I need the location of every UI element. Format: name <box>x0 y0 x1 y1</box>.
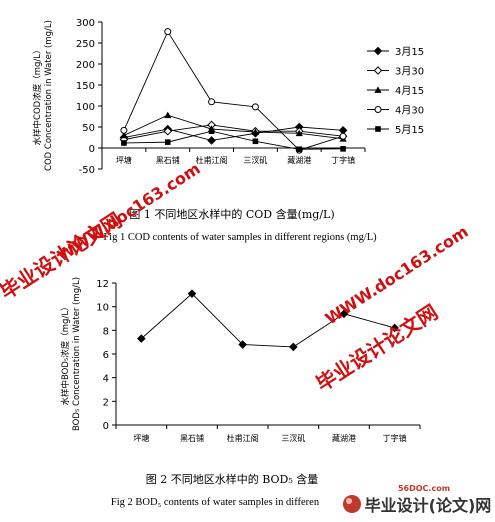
legend-marker <box>374 106 382 113</box>
x-tick-label: 杜甫江阁 <box>196 155 228 165</box>
data-point <box>208 128 215 134</box>
y-tick-label: 8 <box>103 326 109 337</box>
x-tick-label: 三汊矶 <box>281 434 305 443</box>
y-tick-label: 6 <box>103 350 109 361</box>
x-tick-label: 丁字镇 <box>331 155 355 165</box>
data-point <box>120 126 128 134</box>
y-tick-label: 50 <box>82 123 95 134</box>
data-point <box>252 138 259 145</box>
series-line <box>123 124 344 141</box>
legend-label: 3月30 <box>395 66 424 78</box>
x-tick-label: 黑石铺 <box>156 155 180 165</box>
legend-label: 4月30 <box>395 105 424 117</box>
data-point <box>251 103 259 111</box>
data-point <box>120 131 128 139</box>
legend-marker <box>373 46 383 56</box>
data-point <box>137 334 146 343</box>
y-tick-label: 300 <box>76 18 95 29</box>
y-tick-label: 0 <box>89 144 95 155</box>
legend-marker <box>375 126 381 132</box>
series-line <box>123 126 344 141</box>
x-tick-label: 坪塘 <box>116 155 132 165</box>
data-point <box>163 126 173 136</box>
site-logo-url: 56DOC.com <box>398 484 450 493</box>
bod-chart: 0 2 4 6 8 10 12 坪塘 黑石铺 杜甫江阁 三汊矶 藏湖港 丁字镇 水样中BOD₅浓度（mg/… <box>60 277 421 443</box>
series-line <box>123 30 344 151</box>
data-point <box>208 98 216 106</box>
cod-caption-cn: 图 1 不同地区水样中的 COD 含量(mg/L) <box>129 207 334 221</box>
legend-label: 5月15 <box>395 124 424 136</box>
x-tick-label: 黑石铺 <box>180 433 204 443</box>
y-tick-label: 200 <box>76 60 95 71</box>
y-tick-label: 12 <box>96 279 109 290</box>
data-point <box>339 132 347 140</box>
cod-caption-en: Fig 1 COD contents of water samples in d… <box>103 232 377 243</box>
legend-marker <box>373 66 383 75</box>
site-logo: 56DOC.com 毕业设计(论文)网 <box>343 484 491 515</box>
data-point <box>289 342 298 352</box>
y-tick-label: 250 <box>76 39 95 50</box>
series-line <box>141 293 395 348</box>
y-axis-label-line: COD Concentration in Water (mg/L) <box>44 20 54 171</box>
data-point <box>251 128 260 135</box>
data-point <box>207 136 216 145</box>
legend-label: 3月15 <box>395 46 424 58</box>
data-point <box>340 146 346 152</box>
y-axis-label-line: BOD₅ Concentration in Water (mg/L) <box>72 277 82 431</box>
legend-label: 4月15 <box>395 85 424 97</box>
data-point <box>238 340 247 349</box>
x-tick-label: 三汊矶 <box>243 156 267 165</box>
y-tick-label: 2 <box>103 397 109 408</box>
cod-chart: -50 0 50 100 150 200 250 300 坪塘 黑石铺 杜甫江阁 三汊矶 藏湖港 丁字镇 水… <box>32 18 424 176</box>
bod-caption-cn: 图 2 不同地区水样中的 BOD₅ 含量 <box>146 472 319 486</box>
y-tick-label: 10 <box>96 303 109 314</box>
data-point <box>295 129 303 137</box>
y-axis-label-line: 水样中COD浓度（mg/L） <box>32 46 43 146</box>
data-point <box>164 139 171 145</box>
data-point <box>187 289 197 298</box>
x-tick-label: 丁字镇 <box>383 433 407 443</box>
series-line <box>123 114 344 140</box>
data-point <box>339 309 349 319</box>
y-tick-label: 4 <box>103 374 109 385</box>
x-tick-label: 藏湖港 <box>332 433 356 443</box>
site-logo-icon <box>343 495 361 513</box>
x-tick-label: 杜甫江阁 <box>227 433 259 443</box>
series-line <box>123 130 344 150</box>
y-tick-label: 100 <box>76 102 95 113</box>
data-point <box>164 28 172 36</box>
data-point <box>390 323 399 333</box>
data-point <box>164 111 172 119</box>
data-point <box>121 140 127 146</box>
y-axis-label-line: 水样中BOD₅浓度（mg/L） <box>60 302 71 405</box>
y-tick-label: -50 <box>79 165 95 176</box>
y-tick-label: 150 <box>76 81 95 92</box>
x-tick-label: 藏湖港 <box>287 155 311 165</box>
data-point <box>296 146 303 153</box>
y-tick-label: 0 <box>103 421 109 432</box>
site-logo-brand: 毕业设计(论文)网 <box>365 496 492 515</box>
bod-caption-en: Fig 2 BOD₅ contents of water samples in … <box>111 497 320 508</box>
x-tick-label: 坪塘 <box>133 433 149 443</box>
y-axis-label: 水样中COD浓度（mg/L） COD Concentration in Water… <box>32 20 54 171</box>
y-axis-label: 水样中BOD₅浓度（mg/L） BOD₅ Concentration in Wat… <box>60 277 82 431</box>
legend-marker <box>374 86 382 93</box>
